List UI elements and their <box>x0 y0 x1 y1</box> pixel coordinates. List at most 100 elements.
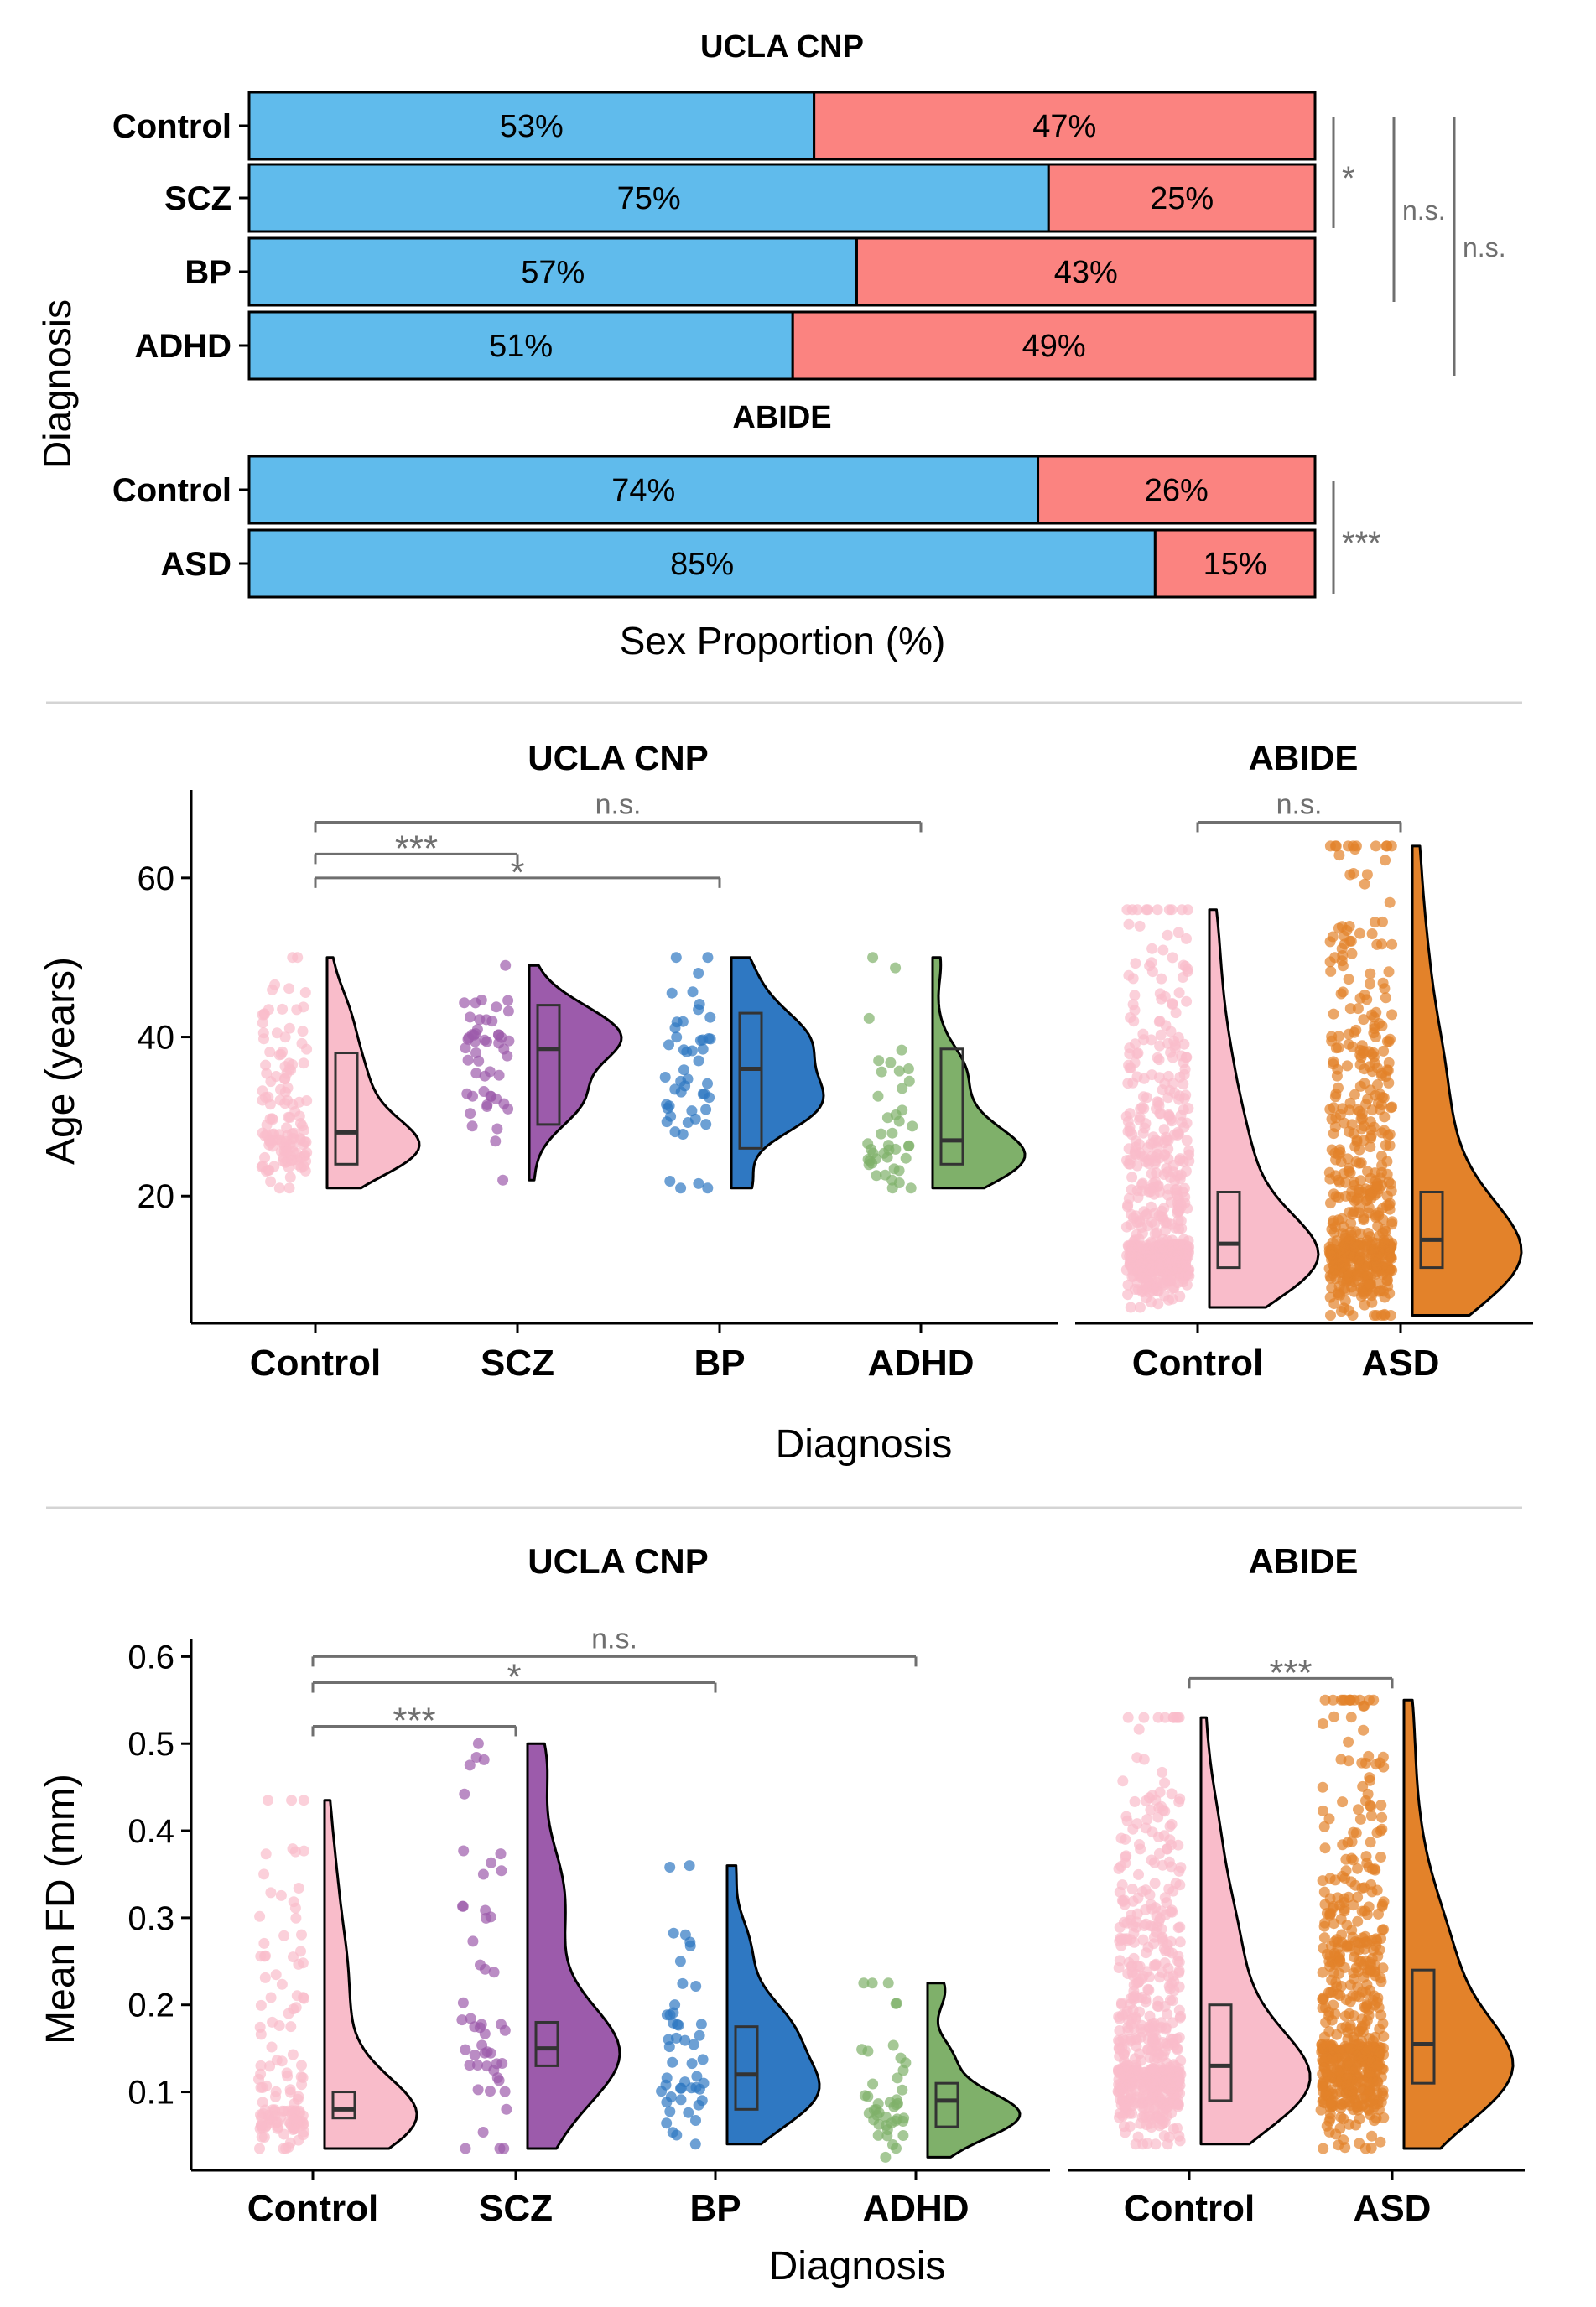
fd-point-ucla-cnp-bp-43 <box>684 1936 696 1948</box>
age-point-ucla-cnp-scz-49 <box>491 1123 503 1135</box>
age-point-abide-asd-407 <box>1366 1048 1378 1060</box>
fd-point-ucla-cnp-adhd-13 <box>872 2129 884 2141</box>
age-point-abide-control-557 <box>1181 995 1193 1007</box>
fd-point-abide-control-559 <box>1162 2080 1174 2091</box>
fd-y-axis-title: Mean FD (mm) <box>39 1774 83 2045</box>
age-point-ucla-cnp-bp-48 <box>699 1088 710 1099</box>
bar-ucla-cnp-scz-seg1 <box>1047 163 1317 233</box>
bar-ucla-cnp-bp-seg1 <box>855 236 1317 307</box>
age-point-abide-asd-269 <box>1354 1228 1366 1239</box>
age-point-abide-control-23 <box>1134 920 1146 932</box>
fd-point-ucla-cnp-scz-31 <box>457 1997 469 2008</box>
fd-point-abide-control-558 <box>1163 2066 1175 2078</box>
age-points-ucla-cnp-bp <box>659 952 716 1194</box>
fd-point-abide-control-38 <box>1149 1878 1161 1889</box>
age-point-abide-asd-354 <box>1342 1060 1353 1072</box>
age-point-abide-control-540 <box>1172 1263 1184 1274</box>
fd-point-abide-control-489 <box>1117 2094 1129 2106</box>
age-point-abide-control-427 <box>1156 1205 1167 1217</box>
fd-point-abide-asd-393 <box>1378 1761 1390 1773</box>
fd-point-abide-control-546 <box>1114 2068 1126 2079</box>
fd-point-abide-control-80 <box>1114 2025 1126 2036</box>
bar-ucla-cnp-scz-seg0 <box>247 163 1050 233</box>
bar-label-abide-control-seg1: 26% <box>1145 473 1209 508</box>
fd-point-abide-control-328 <box>1162 1843 1172 1855</box>
fd-point-ucla-cnp-control-122 <box>283 2008 294 2019</box>
fd-point-abide-control-487 <box>1133 1868 1144 1880</box>
fd-point-abide-control-384 <box>1162 2138 1173 2150</box>
age-point-ucla-cnp-control-68 <box>257 1017 268 1029</box>
fd-point-abide-control-508 <box>1160 1946 1172 1957</box>
sig-label-ucla-cnp-0: * <box>1342 160 1355 197</box>
age-point-abide-asd-320 <box>1352 1003 1364 1015</box>
fd-point-ucla-cnp-adhd-19 <box>892 2072 903 2084</box>
fd-point-abide-asd-325 <box>1318 1886 1330 1898</box>
age-y-axis-title: Age (years) <box>39 957 83 1165</box>
fd-point-ucla-cnp-control-43 <box>255 2060 267 2071</box>
age-point-abide-control-501 <box>1165 1026 1177 1037</box>
age-point-abide-control-488 <box>1157 1084 1168 1096</box>
fd-point-ucla-cnp-bp-29 <box>668 1927 679 1939</box>
age-point-abide-asd-374 <box>1340 1190 1352 1202</box>
fd-violin-ucla-cnp-scz <box>526 1742 621 2150</box>
fd-point-abide-control-535 <box>1137 1934 1149 1946</box>
fd-point-abide-asd-482 <box>1361 1858 1373 1869</box>
fd-point-abide-control-223 <box>1166 1818 1178 1830</box>
age-violin-ucla-cnp-scz <box>528 964 623 1182</box>
age-point-ucla-cnp-bp-16 <box>678 1044 689 1056</box>
age-point-abide-asd-511 <box>1333 1149 1344 1160</box>
age-point-abide-control-274 <box>1177 972 1188 983</box>
age-point-abide-control-525 <box>1165 1172 1176 1183</box>
fd-point-ucla-cnp-scz-33 <box>456 2014 468 2026</box>
age-point-abide-asd-531 <box>1333 1174 1344 1186</box>
fd-point-abide-control-193 <box>1121 1815 1133 1826</box>
age-point-abide-asd-499 <box>1349 1195 1360 1207</box>
age-point-abide-control-437 <box>1159 1149 1171 1161</box>
age-point-abide-asd-344 <box>1333 1042 1344 1053</box>
fd-point-abide-asd-297 <box>1337 1796 1349 1808</box>
age-point-ucla-cnp-control-66 <box>260 1059 272 1071</box>
fd-point-abide-control-496 <box>1175 2055 1187 2066</box>
fd-point-ucla-cnp-control-8 <box>259 1972 271 1983</box>
age-point-ucla-cnp-bp-2 <box>663 1039 674 1051</box>
fd-point-abide-asd-315 <box>1365 1810 1377 1821</box>
fd-point-ucla-cnp-control-90 <box>270 2086 282 2097</box>
age-point-abide-control-377 <box>1173 987 1185 999</box>
age-point-abide-control-222 <box>1130 958 1141 969</box>
age-point-abide-control-362 <box>1130 1135 1141 1147</box>
bar-label-ucla-cnp-bp-seg0: 57% <box>521 255 585 290</box>
age-point-abide-asd-489 <box>1354 1157 1365 1169</box>
fd-point-abide-asd-285 <box>1373 1908 1384 1920</box>
age-point-ucla-cnp-control-98 <box>301 1146 313 1158</box>
fd-point-ucla-cnp-control-115 <box>282 2071 294 2082</box>
age-point-abide-asd-396 <box>1358 1014 1370 1026</box>
bar-label-ucla-cnp-scz-seg0: 75% <box>617 181 681 216</box>
y-tick-label-ucla-cnp-bp: BP <box>185 254 231 291</box>
fd-point-ucla-cnp-control-118 <box>263 1795 273 1806</box>
age-point-ucla-cnp-scz-1 <box>497 1174 509 1186</box>
fd-y-tick-label-0-2: 0.2 <box>127 1987 174 2024</box>
age-point-ucla-cnp-bp-13 <box>671 1031 683 1043</box>
fd-point-abide-control-291 <box>1137 2138 1149 2150</box>
fd-point-abide-asd-493 <box>1344 1694 1356 1706</box>
age-point-abide-control-341 <box>1152 904 1163 916</box>
fd-point-ucla-cnp-adhd-25 <box>887 2039 899 2051</box>
age-point-abide-asd-443 <box>1356 1123 1368 1135</box>
fd-point-abide-asd-489 <box>1324 2108 1336 2120</box>
fd-point-ucla-cnp-scz-17 <box>457 1900 468 1912</box>
age-point-ucla-cnp-adhd-23 <box>885 1057 897 1068</box>
fd-point-abide-asd-522 <box>1350 2119 1361 2131</box>
fd-point-ucla-cnp-scz-36 <box>491 2072 503 2084</box>
fd-point-abide-asd-523 <box>1353 2026 1365 2038</box>
fd-points-ucla-cnp-adhd <box>856 1977 912 2163</box>
age-violin-abide-control <box>1208 908 1320 1309</box>
fd-point-abide-control-537 <box>1159 1806 1171 1817</box>
fd-point-abide-asd-120 <box>1365 1774 1375 1786</box>
fd-point-abide-control-520 <box>1117 1895 1129 1907</box>
age-point-abide-control-425 <box>1167 1293 1178 1305</box>
age-point-abide-control-219 <box>1176 904 1188 916</box>
fd-point-abide-asd-543 <box>1344 2060 1356 2071</box>
fd-point-abide-asd-548 <box>1323 1987 1334 1998</box>
age-point-ucla-cnp-adhd-33 <box>866 1144 877 1155</box>
fd-point-ucla-cnp-scz-45 <box>460 2143 471 2154</box>
